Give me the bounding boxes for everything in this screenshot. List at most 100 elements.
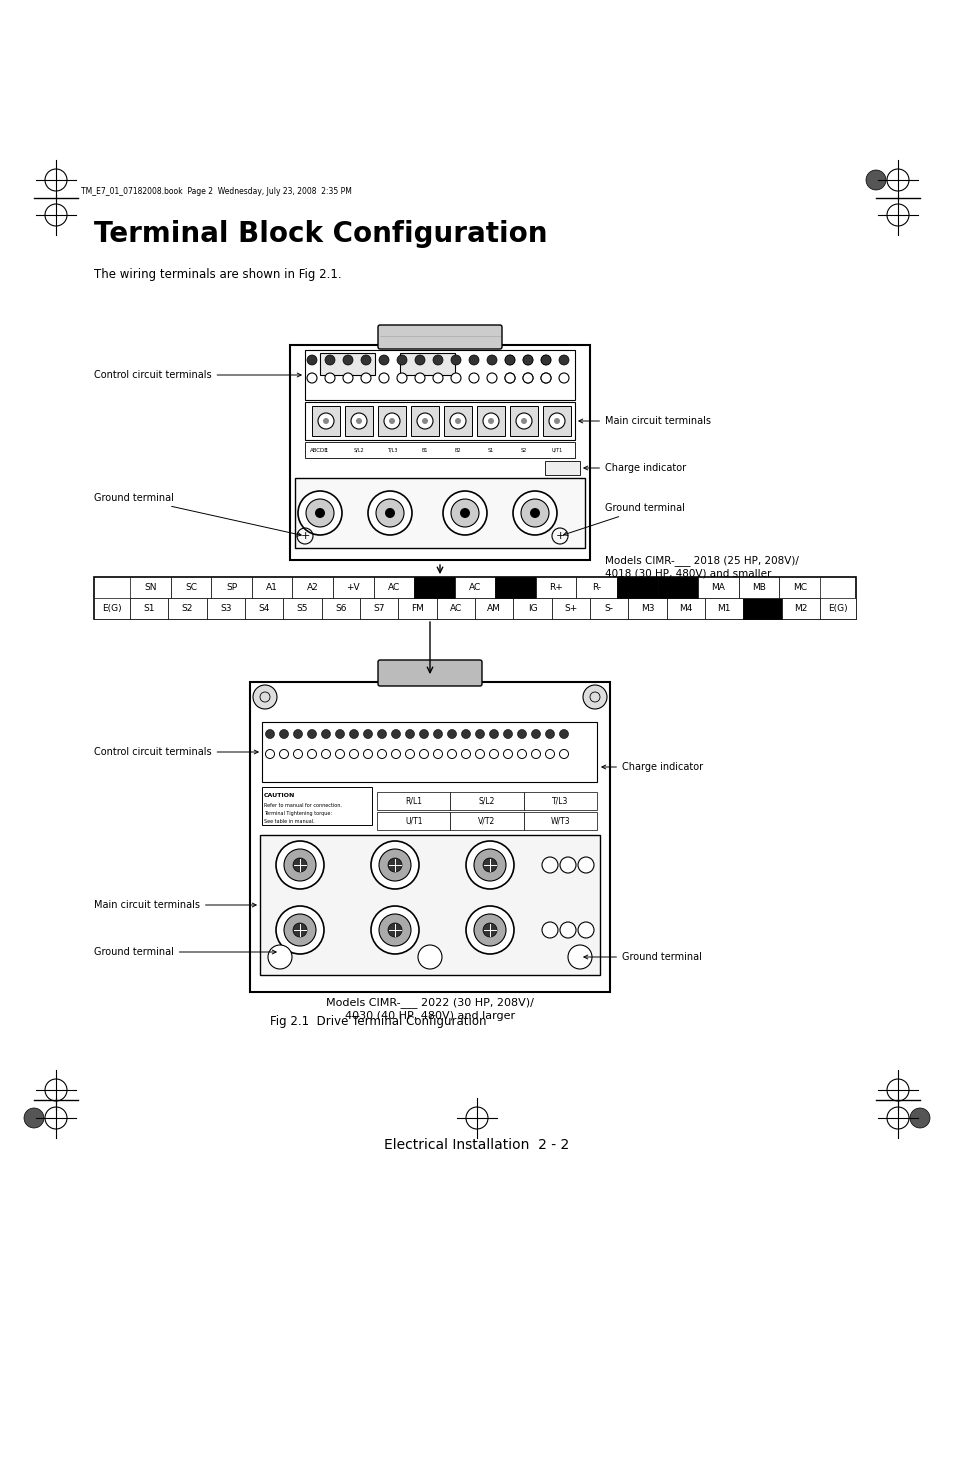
Circle shape: [378, 850, 411, 881]
Circle shape: [522, 355, 533, 364]
Circle shape: [450, 413, 465, 429]
Circle shape: [865, 170, 885, 190]
Circle shape: [389, 417, 395, 423]
Text: Main circuit terminals: Main circuit terminals: [94, 900, 255, 910]
Bar: [476, 406, 504, 437]
Circle shape: [294, 730, 302, 739]
Circle shape: [396, 373, 407, 384]
Bar: [475, 597, 513, 619]
Circle shape: [378, 373, 389, 384]
Circle shape: [293, 923, 307, 937]
Bar: [262, 721, 597, 782]
Circle shape: [360, 373, 371, 384]
Circle shape: [451, 499, 478, 527]
Bar: [779, 577, 820, 597]
Circle shape: [307, 373, 316, 384]
Circle shape: [385, 507, 395, 518]
Circle shape: [363, 749, 372, 758]
Text: A2: A2: [307, 583, 318, 591]
Bar: [450, 813, 523, 830]
Circle shape: [279, 730, 288, 739]
Bar: [250, 681, 609, 993]
Circle shape: [531, 730, 540, 739]
Text: S2: S2: [182, 603, 193, 614]
Circle shape: [503, 749, 512, 758]
Circle shape: [396, 355, 407, 364]
Bar: [657, 577, 698, 597]
Bar: [294, 478, 584, 549]
Bar: [698, 577, 738, 597]
Text: Ground terminal: Ground terminal: [94, 947, 275, 957]
Text: S6: S6: [335, 603, 346, 614]
Bar: [321, 597, 359, 619]
Bar: [576, 577, 617, 597]
Text: Main circuit terminals: Main circuit terminals: [578, 416, 710, 426]
Circle shape: [559, 857, 576, 873]
Circle shape: [363, 730, 372, 739]
Bar: [262, 788, 372, 825]
Text: M3: M3: [640, 603, 654, 614]
Circle shape: [489, 730, 498, 739]
Circle shape: [474, 914, 505, 945]
Circle shape: [465, 841, 514, 889]
Circle shape: [323, 417, 329, 423]
Circle shape: [541, 922, 558, 938]
Text: Control circuit terminals: Control circuit terminals: [94, 370, 301, 381]
Bar: [292, 577, 333, 597]
Bar: [513, 597, 551, 619]
Circle shape: [275, 906, 324, 954]
Bar: [666, 597, 704, 619]
Circle shape: [24, 1108, 44, 1128]
Circle shape: [368, 491, 412, 535]
Bar: [245, 597, 283, 619]
Circle shape: [540, 373, 551, 384]
Text: M4: M4: [679, 603, 692, 614]
Text: S3: S3: [220, 603, 232, 614]
Circle shape: [530, 507, 539, 518]
Circle shape: [482, 923, 497, 937]
Circle shape: [371, 906, 418, 954]
Circle shape: [388, 923, 401, 937]
Circle shape: [377, 749, 386, 758]
Bar: [495, 577, 536, 597]
Text: +V: +V: [346, 583, 359, 591]
Bar: [542, 406, 571, 437]
Circle shape: [504, 355, 515, 364]
Circle shape: [343, 373, 353, 384]
Circle shape: [265, 749, 274, 758]
Circle shape: [284, 914, 315, 945]
Circle shape: [486, 373, 497, 384]
Circle shape: [475, 730, 484, 739]
Text: S5: S5: [296, 603, 308, 614]
FancyBboxPatch shape: [377, 659, 481, 686]
Text: +: +: [555, 531, 564, 541]
Bar: [345, 406, 373, 437]
Circle shape: [554, 417, 559, 423]
Circle shape: [378, 914, 411, 945]
Circle shape: [293, 858, 307, 872]
Circle shape: [459, 507, 470, 518]
Bar: [333, 577, 374, 597]
Bar: [252, 577, 292, 597]
Bar: [455, 577, 495, 597]
Text: E(G): E(G): [102, 603, 122, 614]
Text: Charge indicator: Charge indicator: [601, 763, 702, 771]
Bar: [820, 597, 855, 619]
Circle shape: [541, 857, 558, 873]
Bar: [260, 835, 599, 975]
Text: +: +: [300, 531, 310, 541]
Text: T/L3: T/L3: [386, 447, 396, 453]
Circle shape: [335, 749, 344, 758]
Circle shape: [482, 858, 497, 872]
Text: 4030 (40 HP, 480V) and larger: 4030 (40 HP, 480V) and larger: [345, 1010, 515, 1021]
Circle shape: [486, 355, 497, 364]
Circle shape: [451, 355, 460, 364]
Text: AM: AM: [487, 603, 500, 614]
Text: Ground terminal: Ground terminal: [563, 503, 684, 535]
Circle shape: [355, 417, 361, 423]
Bar: [510, 406, 537, 437]
Circle shape: [377, 730, 386, 739]
Text: R+: R+: [549, 583, 562, 591]
Bar: [617, 577, 657, 597]
Circle shape: [405, 749, 414, 758]
